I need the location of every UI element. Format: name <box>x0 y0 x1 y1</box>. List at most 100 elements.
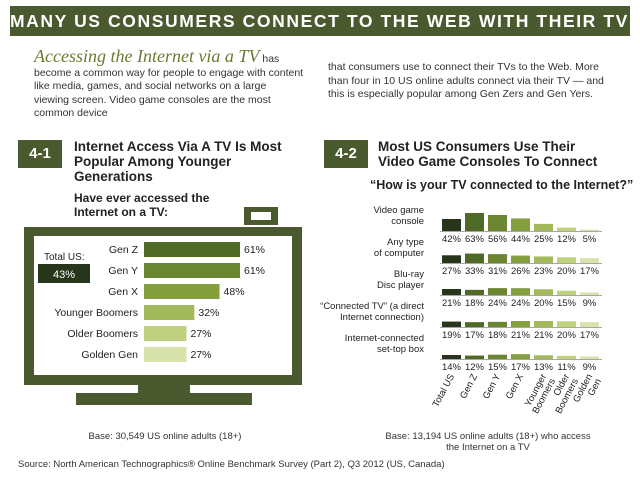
right-value-label: 23% <box>534 266 554 277</box>
right-value-label: 17% <box>465 330 485 341</box>
right-value-label: 27% <box>442 266 462 277</box>
right-bar <box>442 289 461 295</box>
figure-badge-4-1: 4-1 <box>18 140 62 168</box>
left-value-label: 61% <box>244 244 265 256</box>
right-value-label: 18% <box>488 330 508 341</box>
intro-lead: Accessing the Internet via a TV <box>34 46 260 66</box>
left-bar <box>144 263 240 278</box>
right-value-label: 11% <box>557 362 576 373</box>
right-group-label: console <box>391 216 424 227</box>
total-box <box>38 264 90 283</box>
right-value-label: 21% <box>442 298 462 309</box>
right-series-label: Gen Y <box>481 372 504 401</box>
intro-left: Accessing the Internet via a TV has beco… <box>34 47 304 121</box>
right-bar <box>557 355 576 359</box>
right-value-label: 9% <box>583 298 597 309</box>
right-value-label: 44% <box>511 234 531 245</box>
right-value-label: 20% <box>557 266 577 277</box>
right-bar <box>488 354 507 359</box>
left-bar <box>144 347 187 362</box>
right-value-label: 17% <box>580 266 600 277</box>
tv-base <box>76 393 252 405</box>
right-bar <box>488 254 507 263</box>
left-value-label: 32% <box>198 307 219 319</box>
right-group-label: set-top box <box>377 344 424 355</box>
right-series-label: GoldenGen <box>571 372 604 409</box>
right-bar <box>557 227 576 231</box>
right-value-label: 15% <box>488 362 508 373</box>
right-group-label: Internet-connected <box>345 333 424 344</box>
right-bar <box>580 322 599 327</box>
right-group-label: Internet connection) <box>340 312 424 323</box>
right-bar <box>580 292 599 295</box>
total-value: 43% <box>53 269 75 281</box>
right-bar <box>488 215 507 231</box>
right-bar <box>511 288 530 295</box>
right-bar <box>442 255 461 263</box>
left-category-label: Gen Y <box>108 265 138 277</box>
right-value-label: 31% <box>488 266 508 277</box>
right-chart-title: Most US Consumers Use Their Video Game C… <box>378 139 598 169</box>
right-value-label: 25% <box>534 234 554 245</box>
left-bar <box>144 326 187 341</box>
left-bar <box>144 284 220 299</box>
right-value-label: 5% <box>583 234 597 245</box>
right-value-label: 12% <box>557 234 577 245</box>
intro-left-text: has become a common way for people to en… <box>34 53 304 119</box>
right-bar <box>465 289 484 295</box>
right-bar <box>488 321 507 327</box>
right-value-label: 9% <box>583 362 597 373</box>
right-bar <box>534 256 553 263</box>
right-group-label: of computer <box>374 248 424 259</box>
left-base-note: Base: 30,549 US online adults (18+) <box>88 431 242 442</box>
right-group-label: Disc player <box>377 280 424 291</box>
right-series-label: Gen X <box>504 372 527 402</box>
tv-stand <box>138 385 190 393</box>
left-value-label: 27% <box>190 349 211 361</box>
right-group-label: Video game <box>373 205 424 216</box>
left-tv-chart: Total US: 43% Gen Z 61% Gen Y 61% Gen X 48% Yo… <box>24 207 302 405</box>
right-value-label: 20% <box>557 330 577 341</box>
right-value-label: 15% <box>557 298 577 309</box>
banner-title: MANY US CONSUMERS CONNECT TO THE WEB WIT… <box>10 6 640 36</box>
left-value-label: 48% <box>224 286 245 298</box>
figure-badge-4-2: 4-2 <box>324 140 368 168</box>
right-series-label: Gen Z <box>458 372 480 401</box>
right-bar <box>580 229 599 231</box>
right-value-label: 14% <box>442 362 462 373</box>
right-bar <box>534 289 553 295</box>
right-bar <box>488 288 507 295</box>
right-bar <box>534 321 553 327</box>
right-value-label: 21% <box>534 330 554 341</box>
right-group-label: “Connected TV” (a direct <box>320 301 424 312</box>
right-bar <box>557 321 576 327</box>
right-value-label: 20% <box>534 298 554 309</box>
right-bar <box>511 321 530 327</box>
right-bar <box>442 219 461 231</box>
right-value-label: 24% <box>488 298 508 309</box>
right-value-label: 63% <box>465 234 485 245</box>
right-bar <box>442 321 461 327</box>
right-bar <box>511 218 530 231</box>
right-base-note: Base: 13,194 US online adults (18+) who … <box>385 431 591 453</box>
total-label: Total US: <box>44 252 85 263</box>
right-value-label: 21% <box>511 330 531 341</box>
right-value-label: 18% <box>465 298 485 309</box>
right-bar <box>580 356 599 359</box>
left-category-label: Gen Z <box>109 244 139 256</box>
right-bar <box>557 257 576 263</box>
right-value-label: 19% <box>442 330 462 341</box>
left-chart-title: Internet Access Via A TV Is Most Popular… <box>74 139 282 184</box>
right-chart-question: “How is your TV connected to the Interne… <box>370 178 634 192</box>
left-chart-subtitle: Have ever accessed the Internet on a TV: <box>74 191 210 219</box>
right-bar <box>534 223 553 231</box>
right-value-label: 12% <box>465 362 485 373</box>
right-value-label: 42% <box>442 234 462 245</box>
right-value-label: 17% <box>580 330 600 341</box>
left-category-label: Gen X <box>108 286 138 298</box>
right-bar <box>465 322 484 327</box>
right-value-label: 33% <box>465 266 485 277</box>
left-value-label: 61% <box>244 265 265 277</box>
left-category-label: Older Boomers <box>67 328 138 340</box>
